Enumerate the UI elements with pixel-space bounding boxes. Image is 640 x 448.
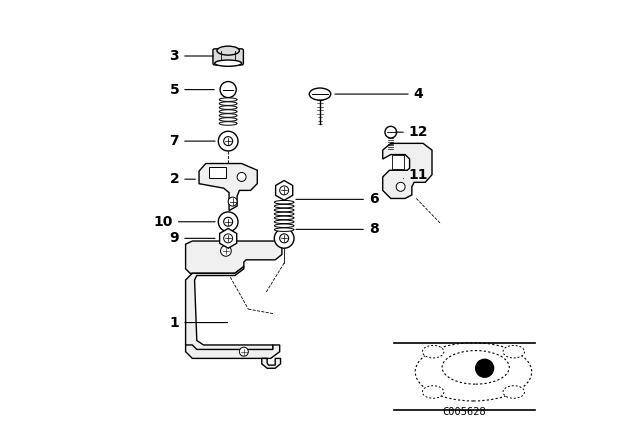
Text: 12: 12 [396, 125, 428, 139]
Bar [209, 167, 227, 178]
Ellipse shape [442, 350, 509, 384]
Circle shape [218, 212, 238, 232]
Polygon shape [199, 164, 257, 211]
Circle shape [224, 217, 233, 226]
Polygon shape [186, 267, 273, 354]
Circle shape [237, 172, 246, 181]
Ellipse shape [275, 228, 294, 232]
Polygon shape [262, 358, 280, 368]
Ellipse shape [219, 98, 237, 101]
Circle shape [476, 359, 493, 377]
Ellipse shape [215, 60, 242, 66]
Circle shape [280, 234, 289, 243]
Text: 9: 9 [170, 231, 215, 246]
Ellipse shape [219, 106, 237, 109]
Text: 7: 7 [170, 134, 215, 148]
Ellipse shape [275, 216, 294, 220]
Ellipse shape [219, 118, 237, 121]
Circle shape [221, 246, 231, 256]
Ellipse shape [415, 343, 532, 401]
Ellipse shape [503, 386, 525, 398]
Circle shape [224, 137, 233, 146]
Circle shape [218, 131, 238, 151]
Ellipse shape [219, 110, 237, 113]
Text: 1: 1 [170, 315, 228, 330]
Ellipse shape [275, 220, 294, 224]
Ellipse shape [275, 204, 294, 208]
Polygon shape [220, 228, 237, 248]
Polygon shape [392, 155, 404, 169]
Circle shape [385, 126, 397, 138]
Polygon shape [276, 181, 292, 200]
Circle shape [275, 228, 294, 248]
Ellipse shape [422, 345, 444, 358]
Polygon shape [383, 143, 432, 198]
Ellipse shape [422, 386, 444, 398]
Ellipse shape [503, 345, 525, 358]
Ellipse shape [219, 114, 237, 117]
Circle shape [220, 82, 236, 98]
Circle shape [280, 186, 289, 195]
Ellipse shape [275, 200, 294, 204]
Text: C005628: C005628 [443, 407, 486, 417]
Text: 2: 2 [170, 172, 195, 186]
Ellipse shape [219, 122, 237, 125]
Circle shape [239, 347, 248, 356]
Text: 5: 5 [170, 82, 214, 97]
Text: 11: 11 [403, 168, 428, 182]
Ellipse shape [217, 46, 239, 55]
Ellipse shape [275, 208, 294, 212]
Circle shape [396, 182, 405, 191]
Text: 3: 3 [170, 49, 213, 63]
Polygon shape [186, 345, 280, 358]
Ellipse shape [309, 88, 331, 100]
Text: 10: 10 [154, 215, 215, 229]
Ellipse shape [275, 224, 294, 228]
Text: 4: 4 [335, 87, 424, 101]
Polygon shape [186, 241, 282, 273]
Circle shape [224, 234, 233, 243]
Text: 8: 8 [296, 222, 379, 237]
Text: 6: 6 [296, 192, 379, 207]
Ellipse shape [219, 102, 237, 105]
Ellipse shape [275, 212, 294, 216]
FancyBboxPatch shape [213, 49, 243, 65]
Circle shape [228, 197, 237, 206]
